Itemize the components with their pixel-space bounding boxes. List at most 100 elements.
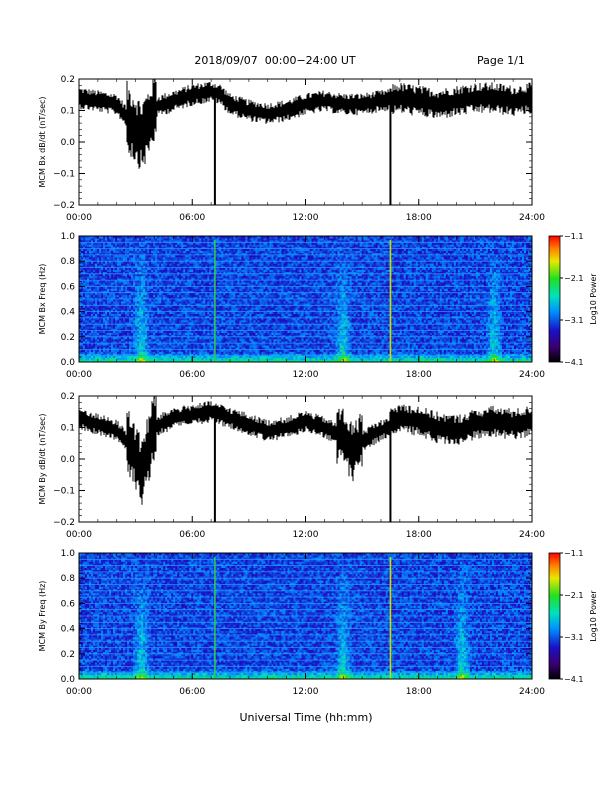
heatmap-cell — [117, 333, 119, 335]
heatmap-cell — [229, 326, 231, 328]
heatmap-cell — [159, 320, 161, 322]
heatmap-cell — [346, 352, 348, 354]
heatmap-cell — [91, 358, 93, 360]
heatmap-cell — [358, 326, 360, 328]
heatmap-cell — [340, 345, 342, 347]
x-tick-label: 18:00 — [406, 213, 432, 223]
heatmap-cell — [249, 358, 251, 360]
heatmap-cell — [502, 339, 504, 341]
heatmap-cell — [123, 345, 125, 347]
heatmap-cell — [362, 345, 364, 347]
heatmap-cell — [157, 320, 159, 322]
heatmap-cell — [209, 352, 211, 354]
heatmap-cell — [167, 358, 169, 360]
heatmap-cell — [362, 326, 364, 328]
heatmap-cell — [320, 333, 322, 335]
heatmap-cell — [271, 333, 273, 335]
heatmap-cell — [101, 352, 103, 354]
heatmap-cell — [330, 352, 332, 354]
heatmap-cell — [476, 339, 478, 341]
heatmap-cell — [460, 320, 462, 322]
heatmap-cell — [372, 358, 374, 360]
heatmap-cell — [444, 326, 446, 328]
heatmap-cell — [386, 333, 388, 335]
heatmap-cell — [470, 320, 472, 322]
heatmap-cell — [239, 326, 241, 328]
heatmap-cell — [289, 339, 291, 341]
heatmap-cell — [159, 326, 161, 328]
heatmap-cell — [125, 339, 127, 341]
heatmap-cell — [478, 358, 480, 360]
heatmap-cell — [414, 358, 416, 360]
heatmap-cell — [107, 326, 109, 328]
heatmap-cell — [326, 326, 328, 328]
heatmap-cell — [520, 333, 522, 335]
heatmap-cell — [358, 339, 360, 341]
heatmap-cell — [153, 326, 155, 328]
heatmap-cell — [85, 352, 87, 354]
heatmap-cell — [388, 352, 390, 354]
heatmap-cell — [199, 358, 201, 360]
heatmap-cell — [318, 358, 320, 360]
heatmap-cell — [340, 320, 342, 322]
heatmap-cell — [504, 333, 506, 335]
heatmap-cell — [203, 358, 205, 360]
heatmap-cell — [526, 358, 528, 360]
heatmap-cell — [512, 345, 514, 347]
heatmap-cell — [225, 345, 227, 347]
heatmap-cell — [324, 339, 326, 341]
heatmap-cell — [420, 345, 422, 347]
heatmap-cell — [524, 333, 526, 335]
heatmap-cell — [207, 345, 209, 347]
heatmap-cell — [506, 352, 508, 354]
heatmap-cell — [444, 352, 446, 354]
heatmap-cell — [155, 333, 157, 335]
heatmap-cell — [464, 352, 466, 354]
heatmap-cell — [372, 345, 374, 347]
heatmap-cell — [370, 345, 372, 347]
heatmap-cell — [490, 320, 492, 322]
heatmap-cell — [185, 345, 187, 347]
heatmap-cell — [243, 358, 245, 360]
heatmap-cell — [306, 345, 308, 347]
heatmap-cell — [301, 358, 303, 360]
heatmap-cell — [412, 345, 414, 347]
heatmap-cell — [277, 352, 279, 354]
heatmap-cell — [169, 339, 171, 341]
heatmap-cell — [376, 339, 378, 341]
heatmap-cell — [123, 326, 125, 328]
heatmap-cell — [261, 352, 263, 354]
heatmap-cell — [285, 326, 287, 328]
heatmap-cell — [271, 320, 273, 322]
heatmap-cell — [312, 339, 314, 341]
heatmap-cell — [299, 352, 301, 354]
heatmap-cell — [358, 345, 360, 347]
heatmap-cell — [263, 339, 265, 341]
heatmap-cell — [141, 339, 143, 341]
heatmap-cell — [398, 320, 400, 322]
heatmap-cell — [426, 339, 428, 341]
heatmap-cell — [125, 345, 127, 347]
heatmap-cell — [167, 352, 169, 354]
heatmap-cell — [115, 345, 117, 347]
heatmap-cell — [165, 358, 167, 360]
heatmap-cell — [191, 345, 193, 347]
heatmap-cell — [165, 345, 167, 347]
heatmap-cell — [275, 320, 277, 322]
heatmap-cell — [165, 326, 167, 328]
heatmap-cell — [516, 345, 518, 347]
heatmap-cell — [428, 339, 430, 341]
heatmap-cell — [235, 345, 237, 347]
heatmap-cell — [147, 320, 149, 322]
heatmap-cell — [223, 320, 225, 322]
heatmap-cell — [514, 326, 516, 328]
heatmap-cell — [161, 320, 163, 322]
heatmap-cell — [107, 320, 109, 322]
heatmap-cell — [121, 352, 123, 354]
heatmap-cell — [265, 352, 267, 354]
heatmap-cell — [430, 358, 432, 360]
heatmap-cell — [169, 358, 171, 360]
heatmap-cell — [462, 333, 464, 335]
heatmap-cell — [328, 352, 330, 354]
heatmap-cell — [428, 320, 430, 322]
